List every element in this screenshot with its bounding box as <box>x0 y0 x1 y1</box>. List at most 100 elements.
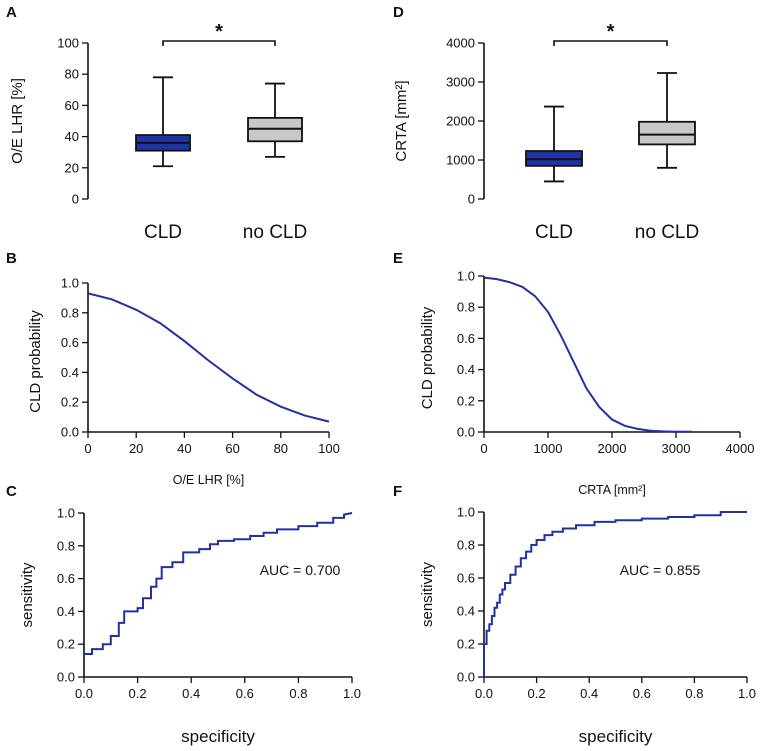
y-tick-label: 100 <box>57 36 79 51</box>
y-tick-label: 0.0 <box>57 670 75 685</box>
box-no-cld <box>638 72 696 169</box>
roc-curve <box>83 512 353 656</box>
panel-f: F 0.0 0.2 0.4 0.6 0.8 1.0 0.0 0.2 0.4 0.6 0.8 1.0 sen… <box>393 483 756 746</box>
y-tick-label: 0.8 <box>61 305 79 320</box>
y-tick-label: 0.8 <box>457 300 475 315</box>
category-label: CLD <box>144 222 182 243</box>
x-tick-label: 0.8 <box>685 686 703 701</box>
x-tick-label: 0.4 <box>580 686 598 701</box>
category-label: CLD <box>535 222 573 243</box>
significance-bracket <box>162 40 276 46</box>
x-tick-label: 0 <box>84 441 91 456</box>
y-tick-label: 0.4 <box>61 365 79 380</box>
y-tick-label: 0.6 <box>57 571 75 586</box>
y-tick-label: 1.0 <box>57 506 75 521</box>
panel-a: A 0 20 40 60 80 100 O/E LHR [%] CLD no CLD * <box>6 4 307 243</box>
x-axis-label: CRTA [mm²] <box>578 483 646 497</box>
y-tick-label: 20 <box>65 160 79 175</box>
panel-b: B 0.0 0.2 0.4 0.6 0.8 1.0 0 20 40 60 80 100 CLD proba… <box>6 250 340 487</box>
x-tick-label: 1000 <box>534 441 563 456</box>
box-no-cld <box>247 82 303 158</box>
panel-e: E 0.0 0.2 0.4 0.6 0.8 1.0 0 1000 2000 3000 4000 CLD … <box>393 250 754 497</box>
x-tick-label: 0.8 <box>289 686 307 701</box>
significance-star: * <box>607 21 615 43</box>
x-tick-label: 100 <box>318 441 340 456</box>
y-tick-label: 0.2 <box>61 395 79 410</box>
y-tick-label: 0 <box>468 192 475 207</box>
box-cld <box>135 76 191 168</box>
y-tick-label: 40 <box>65 129 79 144</box>
y-axis-label: CLD probability <box>419 306 436 409</box>
y-tick-label: 4000 <box>446 36 475 51</box>
y-axis-label: O/E LHR [%] <box>9 78 26 164</box>
x-tick-label: 4000 <box>726 441 755 456</box>
y-tick-label: 0.6 <box>457 571 475 586</box>
y-tick-label: 1000 <box>446 153 475 168</box>
y-axis-label: CLD probability <box>27 310 44 413</box>
x-axis-label: specificity <box>579 727 653 746</box>
x-tick-label: 3000 <box>662 441 691 456</box>
x-tick-label: 0.4 <box>182 686 200 701</box>
panel-letter: A <box>6 4 17 21</box>
panel-c: C 0.0 0.2 0.4 0.6 0.8 1.0 0.0 0.2 0.4 0.6 0.8 1.0 sen… <box>6 483 361 746</box>
x-tick-label: 1.0 <box>738 686 756 701</box>
x-tick-label: 1.0 <box>343 686 361 701</box>
x-axis-label: O/E LHR [%] <box>173 473 245 487</box>
x-tick-label: 0.6 <box>633 686 651 701</box>
y-axis-label: sensitivity <box>19 562 36 628</box>
x-tick-label: 0.2 <box>129 686 147 701</box>
y-tick-label: 1.0 <box>457 269 475 284</box>
panel-letter: D <box>393 4 404 21</box>
roc-curve <box>483 511 747 677</box>
x-tick-label: 60 <box>225 441 239 456</box>
y-tick-label: 0.8 <box>457 538 475 553</box>
y-tick-label: 0.6 <box>61 335 79 350</box>
x-axis-label: specificity <box>181 727 255 746</box>
y-tick-label: 0.0 <box>457 425 475 440</box>
x-tick-label: 0.0 <box>475 686 493 701</box>
category-label: no CLD <box>635 222 699 243</box>
panel-letter: B <box>6 250 17 267</box>
y-tick-label: 0.4 <box>457 362 475 377</box>
box-cld <box>525 105 583 183</box>
significance-bracket <box>553 40 668 46</box>
y-tick-label: 60 <box>65 98 79 113</box>
panel-letter: E <box>393 250 403 267</box>
x-tick-label: 0.0 <box>75 686 93 701</box>
panel-d: D 0 1000 2000 3000 4000 CRTA [mm²] CLD no CLD * <box>393 4 699 243</box>
y-tick-label: 0 <box>72 192 79 207</box>
y-axis-label: sensitivity <box>419 561 436 627</box>
probability-curve <box>483 276 693 433</box>
y-tick-label: 0.2 <box>57 637 75 652</box>
category-label: no CLD <box>243 222 307 243</box>
y-tick-label: 0.4 <box>457 604 475 619</box>
y-tick-label: 0.0 <box>457 670 475 685</box>
y-axis-label: CRTA [mm²] <box>393 80 410 161</box>
x-tick-label: 40 <box>177 441 191 456</box>
x-tick-label: 2000 <box>598 441 627 456</box>
significance-star: * <box>215 21 223 43</box>
x-tick-label: 80 <box>274 441 288 456</box>
auc-annotation: AUC = 0.700 <box>260 562 341 578</box>
y-tick-label: 0.4 <box>57 604 75 619</box>
y-tick-label: 0.0 <box>61 425 79 440</box>
y-tick-label: 1.0 <box>61 276 79 291</box>
panel-letter: C <box>6 483 17 500</box>
y-tick-label: 80 <box>65 67 79 82</box>
iqr-box <box>638 120 696 146</box>
x-tick-label: 0.6 <box>236 686 254 701</box>
x-tick-label: 0.2 <box>528 686 546 701</box>
y-tick-label: 0.6 <box>457 331 475 346</box>
y-tick-label: 0.2 <box>457 393 475 408</box>
y-tick-label: 1.0 <box>457 505 475 520</box>
panel-letter: F <box>393 483 402 500</box>
probability-curve <box>87 292 330 423</box>
y-tick-label: 2000 <box>446 114 475 129</box>
y-tick-label: 3000 <box>446 75 475 90</box>
x-tick-label: 20 <box>129 441 143 456</box>
x-tick-label: 0 <box>480 441 487 456</box>
y-tick-label: 0.8 <box>57 538 75 553</box>
y-tick-label: 0.2 <box>457 637 475 652</box>
auc-annotation: AUC = 0.855 <box>620 562 701 578</box>
